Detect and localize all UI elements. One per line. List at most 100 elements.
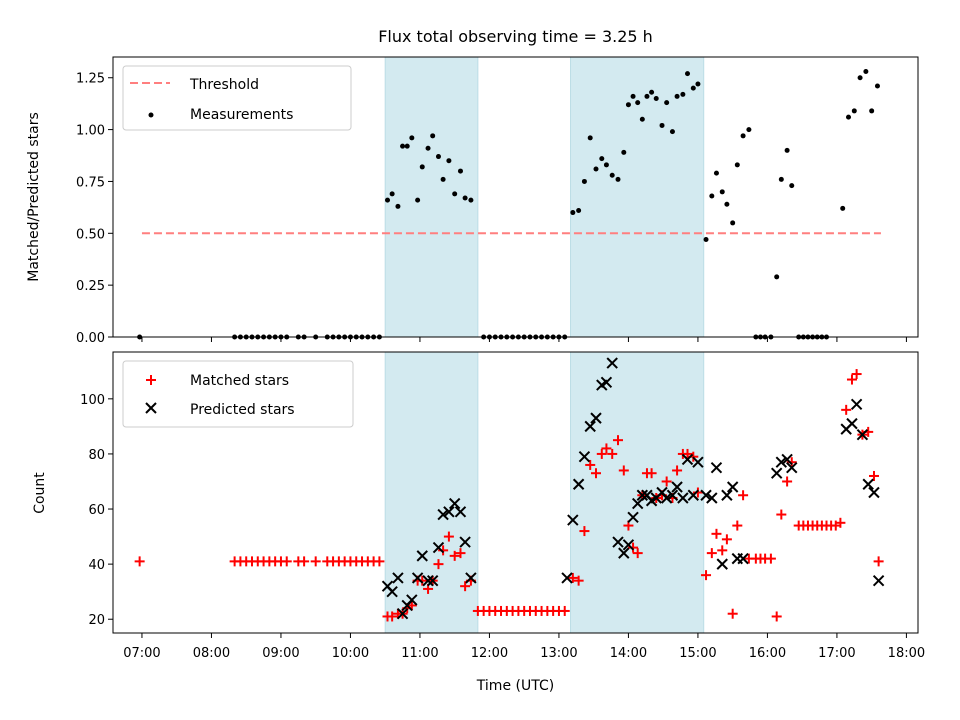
matched-star-point (851, 369, 862, 380)
measurement-point (440, 176, 446, 182)
matched-star-point (596, 448, 607, 459)
measurement-point (863, 69, 869, 75)
matched-star-point (387, 611, 398, 622)
bottom-panel: 20 40 60 80 100 07:00 08:00 09:00 10:00 11:00 12:… (32, 351, 925, 694)
matched-star-point (692, 487, 703, 498)
matched-star-point (417, 575, 428, 586)
predicted-star-point (846, 417, 858, 430)
measurement-point (690, 85, 696, 91)
predicted-star-point (786, 461, 798, 474)
top-y-axis-label: Matched/Predicted stars (26, 112, 42, 282)
matched-star-point (873, 556, 884, 567)
predicted-star-point (396, 608, 409, 620)
predicted-star-point (721, 489, 733, 501)
measurement-point (630, 93, 636, 99)
measurement-point (446, 158, 452, 164)
matched-star-point (868, 470, 879, 481)
measurement-point (659, 122, 665, 128)
matched-star-point (299, 556, 310, 567)
chart-title: Flux total observing time = 3.25 h (378, 27, 653, 46)
measurement-point (778, 176, 784, 182)
predicted-star-point (636, 489, 649, 501)
top-shaded-interval (570, 56, 705, 338)
measurement-point (653, 95, 659, 101)
measurement-point (599, 156, 605, 162)
predicted-star-point (567, 514, 579, 526)
top-shaded-interval (384, 56, 479, 338)
matched-star-point (682, 448, 693, 459)
matched-star-point (310, 556, 321, 567)
matched-star-point (601, 443, 612, 454)
predicted-star-point (700, 489, 712, 501)
predicted-star-point (781, 453, 793, 466)
predicted-star-point (465, 572, 477, 584)
predicted-star-point (432, 541, 445, 554)
matched-star-point (706, 548, 717, 559)
matched-star-point (661, 476, 672, 487)
measurement-point (709, 193, 715, 199)
measurement-point (389, 191, 395, 197)
measurement-point (419, 164, 425, 170)
measurement-point (462, 195, 468, 201)
measurement-point (685, 71, 691, 77)
matched-star-point (786, 457, 797, 468)
measurement-point (576, 207, 582, 213)
matched-star-point (607, 448, 618, 459)
matched-star-point (281, 556, 292, 567)
matched-star-point (628, 542, 639, 553)
legend-predicted-label: Predicted stars (190, 402, 295, 418)
predicted-star-point (454, 506, 467, 518)
measurement-point (644, 93, 650, 99)
matched-star-point (738, 490, 749, 501)
matched-star-point (711, 528, 722, 539)
matched-star-point (438, 545, 449, 556)
measurement-point (674, 93, 680, 99)
x-tick-label: 08:00 (193, 646, 230, 661)
predicted-star-point (681, 453, 694, 466)
predicted-star-point (706, 492, 718, 504)
bottom-y-axis-label: Count (32, 472, 48, 514)
bottom-y-tick-label: 40 (88, 558, 105, 573)
measurement-point (730, 220, 736, 226)
measurement-point (851, 108, 857, 114)
bottom-legend-frame (122, 360, 354, 428)
measurement-point (593, 166, 599, 172)
measurement-point (385, 197, 391, 203)
measurement-point (846, 114, 852, 120)
matched-star-point (613, 435, 624, 446)
measurement-point (857, 75, 863, 81)
measurement-point (740, 133, 746, 139)
predicted-star-point (671, 481, 683, 493)
predicted-star-point (631, 497, 644, 510)
measurement-point (680, 91, 686, 97)
matched-star-point (567, 572, 578, 583)
measurement-point (874, 83, 880, 89)
measurement-point (587, 135, 593, 141)
top-panel: 0.00 0.25 0.50 0.75 1.00 1.25 Matched/Predict… (26, 56, 919, 346)
measurement-point (468, 197, 474, 203)
measurement-point (452, 191, 458, 197)
predicted-star-point (737, 552, 749, 565)
measurement-point (615, 176, 621, 182)
measurement-point (703, 237, 709, 243)
x-tick-label: 18:00 (888, 646, 925, 661)
matched-star-point (433, 559, 444, 570)
measurement-point (425, 145, 431, 151)
x-tick-label: 10:00 (332, 646, 369, 661)
bottom-shaded-interval (570, 351, 705, 634)
predicted-star-point (775, 456, 788, 468)
top-y-tick-label: 0.50 (76, 227, 105, 242)
predicted-star-point (561, 572, 573, 584)
measurement-point (400, 143, 406, 149)
top-panel-frame (112, 56, 919, 338)
measurement-point (581, 178, 587, 184)
predicted-star-point (392, 572, 404, 584)
predicted-star-point (868, 486, 880, 499)
predicted-star-point (386, 585, 398, 598)
predicted-star-point (687, 489, 700, 501)
measurement-point (746, 127, 752, 133)
matched-star-point (455, 548, 466, 559)
predicted-star-point (710, 461, 723, 474)
measurement-point (649, 89, 655, 95)
